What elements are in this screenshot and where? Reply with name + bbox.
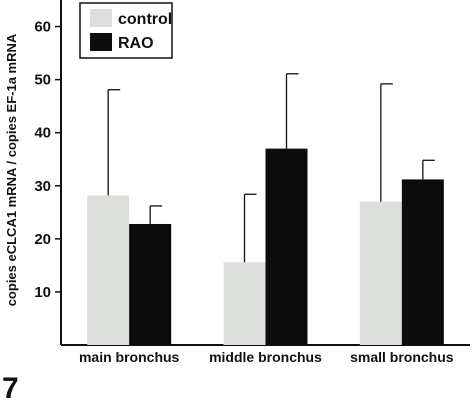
plot-area: 10 20 30 40 50 60 main bronchus middle bronchus… — [34, 0, 470, 365]
bar-rao-main-bronchus — [129, 223, 172, 345]
bar-rao-middle-bronchus — [265, 148, 308, 345]
bar-control-main-bronchus — [87, 195, 130, 345]
x-tick-label: middle bronchus — [209, 349, 322, 365]
legend-swatch-rao — [90, 33, 112, 51]
y-axis-title: copies eCLCA1 mRNA / copies EF-1a mRNA — [4, 33, 19, 306]
y-tick-label: 50 — [34, 72, 51, 89]
y-tick-label: 40 — [34, 125, 51, 142]
y-tick-label: 60 — [34, 19, 51, 36]
y-tick-label: 20 — [34, 231, 51, 248]
bar-control-middle-bronchus — [223, 262, 266, 345]
x-tick-label: small bronchus — [350, 349, 454, 365]
legend-label-control: control — [118, 11, 172, 28]
legend-swatch-control — [90, 9, 112, 27]
y-axis-title-group: copies eCLCA1 mRNA / copies EF-1a mRNA — [4, 33, 19, 306]
bar-rao-small-bronchus — [401, 179, 444, 345]
x-tick-label: main bronchus — [79, 349, 180, 365]
legend-label-rao: RAO — [118, 35, 154, 52]
bar-control-small-bronchus — [359, 201, 402, 345]
y-tick-label: 10 — [34, 284, 51, 301]
y-tick-label: 30 — [34, 178, 51, 195]
legend: control RAO — [79, 2, 173, 59]
panel-label: 7 — [2, 372, 19, 402]
